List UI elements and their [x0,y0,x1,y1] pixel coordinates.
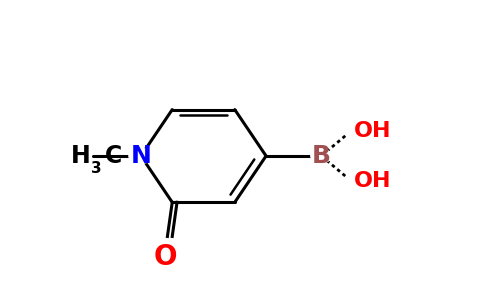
Text: H: H [71,144,91,168]
Text: 3: 3 [91,161,102,176]
Text: OH: OH [354,171,391,190]
Text: B: B [312,144,331,168]
Circle shape [311,149,332,163]
Text: OH: OH [354,121,391,141]
Text: C: C [105,144,122,168]
Text: N: N [131,144,151,168]
Circle shape [129,148,153,164]
Text: O: O [153,243,177,271]
